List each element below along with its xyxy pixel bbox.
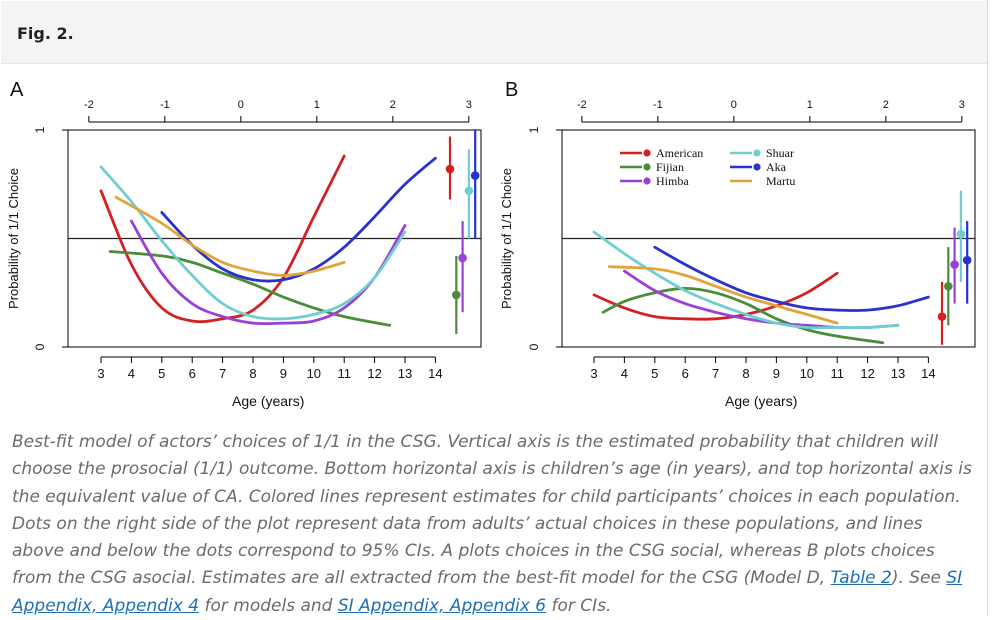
figure-header: Fig. 2. bbox=[1, 1, 987, 64]
legend-label-martu: Martu bbox=[766, 174, 795, 188]
figure-caption: Best-fit model of actors’ choices of 1/1… bbox=[12, 429, 972, 620]
si-appendix-6-link[interactable]: SI Appendix, Appendix 6 bbox=[337, 595, 547, 616]
adult-point-american bbox=[445, 164, 455, 174]
x-tick-label: 13 bbox=[891, 366, 905, 381]
x-tick-label: 5 bbox=[158, 366, 165, 381]
table-2-link[interactable]: Table 2 bbox=[830, 568, 892, 589]
panel-label: A bbox=[10, 79, 24, 101]
x-tick-label: 13 bbox=[398, 366, 412, 381]
x-tick-label: 4 bbox=[621, 366, 628, 381]
x-tick-label: 10 bbox=[307, 366, 321, 381]
legend-marker-american bbox=[643, 149, 651, 157]
x-tick-label: 7 bbox=[712, 366, 719, 381]
x-tick-label: 11 bbox=[830, 366, 844, 381]
series-line-shuar bbox=[99, 165, 407, 321]
x-tick-label: 11 bbox=[337, 366, 351, 381]
series-line-martu bbox=[607, 265, 839, 325]
adult-point-aka bbox=[962, 255, 972, 265]
x-axis-label: Age (years) bbox=[725, 393, 797, 409]
x-tick-label: 4 bbox=[128, 366, 135, 381]
top-axis-tick-label: 1 bbox=[807, 99, 813, 111]
x-tick-label: 8 bbox=[742, 366, 749, 381]
series-line-himba bbox=[130, 219, 407, 326]
series-line-american bbox=[99, 154, 346, 324]
y-axis-label: Probability of 1/1 Choice bbox=[6, 168, 21, 309]
legend-marker-aka bbox=[753, 163, 761, 171]
legend-label-american: American bbox=[656, 146, 703, 160]
caption-text: ). See bbox=[891, 568, 947, 589]
y-axis-label: Probability of 1/1 Choice bbox=[499, 168, 514, 309]
legend-marker-shuar bbox=[753, 149, 761, 157]
x-tick-label: 7 bbox=[219, 366, 226, 381]
series-line-aka bbox=[653, 245, 930, 312]
top-axis-tick-label: 2 bbox=[883, 99, 889, 111]
top-axis-tick-label: 2 bbox=[390, 99, 396, 111]
x-axis-label: Age (years) bbox=[232, 393, 304, 409]
top-axis-tick-label: 1 bbox=[314, 99, 320, 111]
adult-point-aka bbox=[470, 171, 480, 180]
series-line-martu bbox=[114, 195, 346, 277]
legend-marker-himba bbox=[643, 177, 651, 185]
x-tick-label: 9 bbox=[280, 366, 287, 381]
y-tick-label: 0 bbox=[527, 343, 541, 350]
x-tick-label: 3 bbox=[590, 366, 597, 381]
x-tick-label: 9 bbox=[773, 366, 780, 381]
y-tick-label: 1 bbox=[33, 126, 47, 133]
y-tick-label: 0 bbox=[33, 343, 47, 350]
figure-title: Fig. 2. bbox=[17, 24, 74, 43]
y-tick-label: 1 bbox=[527, 126, 541, 133]
x-tick-label: 12 bbox=[367, 366, 381, 381]
adult-point-fijian bbox=[944, 281, 953, 291]
x-tick-label: 6 bbox=[682, 366, 689, 381]
caption-text: Best-fit model of actors’ choices of 1/1… bbox=[12, 432, 972, 589]
top-axis-tick-label: -1 bbox=[160, 99, 170, 111]
adult-point-shuar bbox=[464, 186, 474, 196]
top-axis-tick-label: 3 bbox=[959, 99, 965, 111]
x-tick-label: 5 bbox=[651, 366, 658, 381]
top-axis-tick-label: -1 bbox=[653, 99, 663, 111]
adult-point-american bbox=[937, 312, 947, 321]
page-divider bbox=[987, 0, 988, 616]
legend-label-aka: Aka bbox=[766, 160, 787, 174]
top-axis-tick-label: 0 bbox=[238, 99, 244, 111]
adult-point-shuar bbox=[956, 229, 966, 239]
caption-text: for CIs. bbox=[546, 595, 612, 616]
x-tick-label: 14 bbox=[428, 366, 442, 381]
x-tick-label: 14 bbox=[921, 366, 935, 381]
series-line-american bbox=[592, 271, 839, 321]
adult-point-himba bbox=[458, 253, 467, 263]
panel-label: B bbox=[505, 79, 518, 101]
x-tick-label: 3 bbox=[97, 366, 104, 381]
si-appendix-4-link[interactable]: SI Appendix, Appendix 4 bbox=[12, 568, 963, 616]
adult-point-himba bbox=[950, 260, 959, 269]
caption-text: for models and bbox=[199, 595, 338, 616]
top-axis-tick-label: -2 bbox=[84, 99, 94, 111]
x-tick-label: 6 bbox=[189, 366, 196, 381]
adult-point-fijian bbox=[452, 290, 461, 300]
legend-marker-fijian bbox=[643, 163, 651, 171]
legend-label-shuar: Shuar bbox=[766, 146, 794, 160]
x-tick-label: 12 bbox=[860, 366, 874, 381]
series-line-fijian bbox=[601, 286, 885, 345]
series-line-aka bbox=[160, 156, 437, 283]
top-axis-tick-label: 3 bbox=[466, 99, 472, 111]
x-tick-label: 8 bbox=[249, 366, 256, 381]
top-axis-tick-label: -2 bbox=[577, 99, 587, 111]
top-axis-tick-label: 0 bbox=[731, 99, 737, 111]
legend-label-himba: Himba bbox=[656, 174, 689, 188]
x-tick-label: 10 bbox=[800, 366, 814, 381]
series-line-fijian bbox=[108, 250, 392, 327]
legend-label-fijian: Fijian bbox=[656, 160, 684, 174]
